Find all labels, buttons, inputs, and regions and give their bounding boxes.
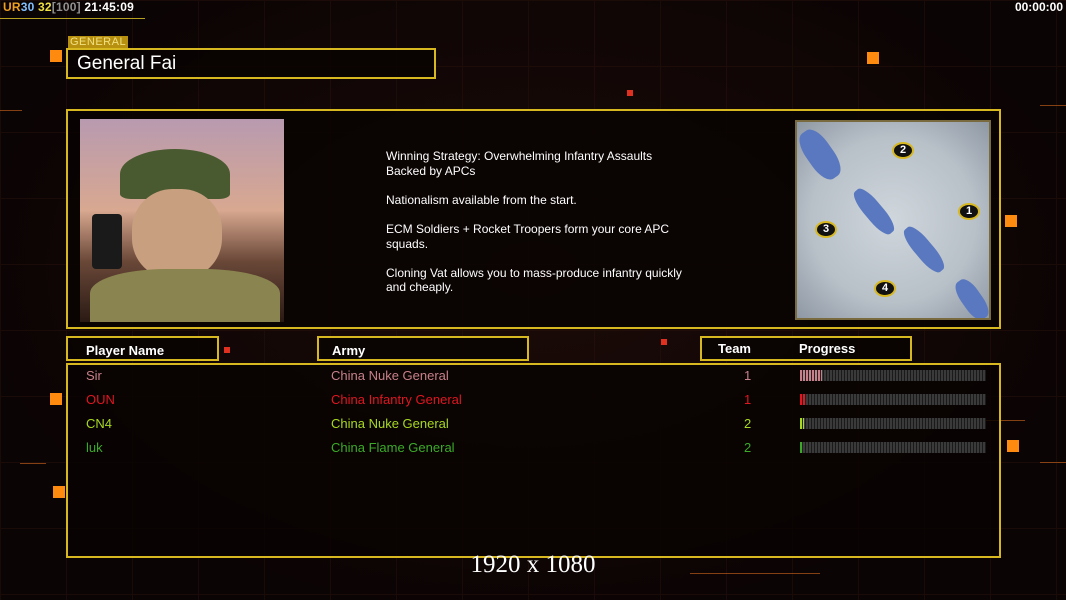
progress-fill — [800, 394, 806, 405]
status-ur: UR — [3, 0, 21, 14]
resolution-label: 1920 x 1080 — [470, 551, 596, 578]
start-position-3[interactable]: 3 — [815, 221, 837, 238]
player-name: OUN — [86, 392, 115, 407]
player-name: Sir — [86, 368, 102, 383]
table-row: Sir China Nuke General 1 — [68, 366, 999, 386]
table-row: luk China Flame General 2 — [68, 438, 999, 458]
header-army: Army — [317, 336, 529, 361]
header-progress: Progress — [799, 341, 856, 356]
player-team: 1 — [744, 368, 752, 383]
header-team: Team — [718, 341, 751, 356]
clock: 21:45:09 — [84, 0, 134, 14]
minimap: 1 2 3 4 — [795, 120, 991, 320]
map-lake — [797, 124, 847, 185]
player-army: China Nuke General — [331, 416, 449, 431]
player-team: 2 — [744, 416, 752, 431]
general-description: Winning Strategy: Overwhelming Infantry … — [386, 149, 682, 295]
progress-fill — [800, 370, 823, 381]
player-list: Sir China Nuke General 1 OUN China Infan… — [66, 363, 1001, 558]
map-lake — [899, 222, 949, 277]
decor-square — [1007, 440, 1019, 452]
decor-line — [1040, 105, 1066, 106]
status-value-3: [100] — [51, 0, 81, 14]
decor-square — [627, 90, 633, 96]
game-timer: 00:00:00 — [1014, 0, 1063, 14]
general-label: GENERAL — [68, 36, 129, 48]
player-team: 1 — [744, 392, 752, 407]
status-value-1: 30 — [20, 0, 35, 14]
player-army: China Infantry General — [331, 392, 462, 407]
decor-square — [1005, 215, 1017, 227]
decor-square — [867, 52, 879, 64]
player-army: China Flame General — [331, 440, 455, 455]
decor-line — [985, 420, 1025, 421]
progress-bar — [800, 442, 986, 453]
progress-bar — [800, 370, 986, 381]
general-info-panel: Winning Strategy: Overwhelming Infantry … — [66, 109, 1001, 329]
decor-line — [0, 110, 22, 111]
decor-square — [661, 339, 667, 345]
header-team-progress: Team Progress — [700, 336, 912, 361]
player-army: China Nuke General — [331, 368, 449, 383]
progress-bar — [800, 394, 986, 405]
decor-square — [224, 347, 230, 353]
progress-bar — [800, 418, 986, 429]
status-value-2: 32 — [38, 0, 52, 14]
portrait-face — [132, 189, 222, 279]
player-team: 2 — [744, 440, 752, 455]
progress-fill — [800, 442, 803, 453]
map-lake — [950, 275, 989, 318]
decor-line — [690, 573, 820, 574]
progress-fill — [800, 418, 804, 429]
header-player-name: Player Name — [66, 336, 219, 361]
start-position-1[interactable]: 1 — [958, 203, 980, 220]
decor-square — [50, 393, 62, 405]
table-row: OUN China Infantry General 1 — [68, 390, 999, 410]
general-portrait — [80, 119, 284, 322]
decor-square — [53, 486, 65, 498]
map-lake — [849, 184, 899, 239]
start-position-4[interactable]: 4 — [874, 280, 896, 297]
table-row: CN4 China Nuke General 2 — [68, 414, 999, 434]
general-title: General Fai — [66, 48, 436, 79]
decor-line — [1040, 462, 1066, 463]
status-bar: UR​ 30 32[100] 21:45:09 — [3, 0, 134, 14]
start-position-2[interactable]: 2 — [892, 142, 914, 159]
status-underline — [0, 18, 145, 19]
player-name: CN4 — [86, 416, 113, 431]
decor-square — [50, 50, 62, 62]
player-name: luk — [86, 440, 103, 455]
portrait-uniform — [90, 269, 280, 322]
decor-line — [20, 463, 46, 464]
revolver-icon — [92, 214, 122, 269]
